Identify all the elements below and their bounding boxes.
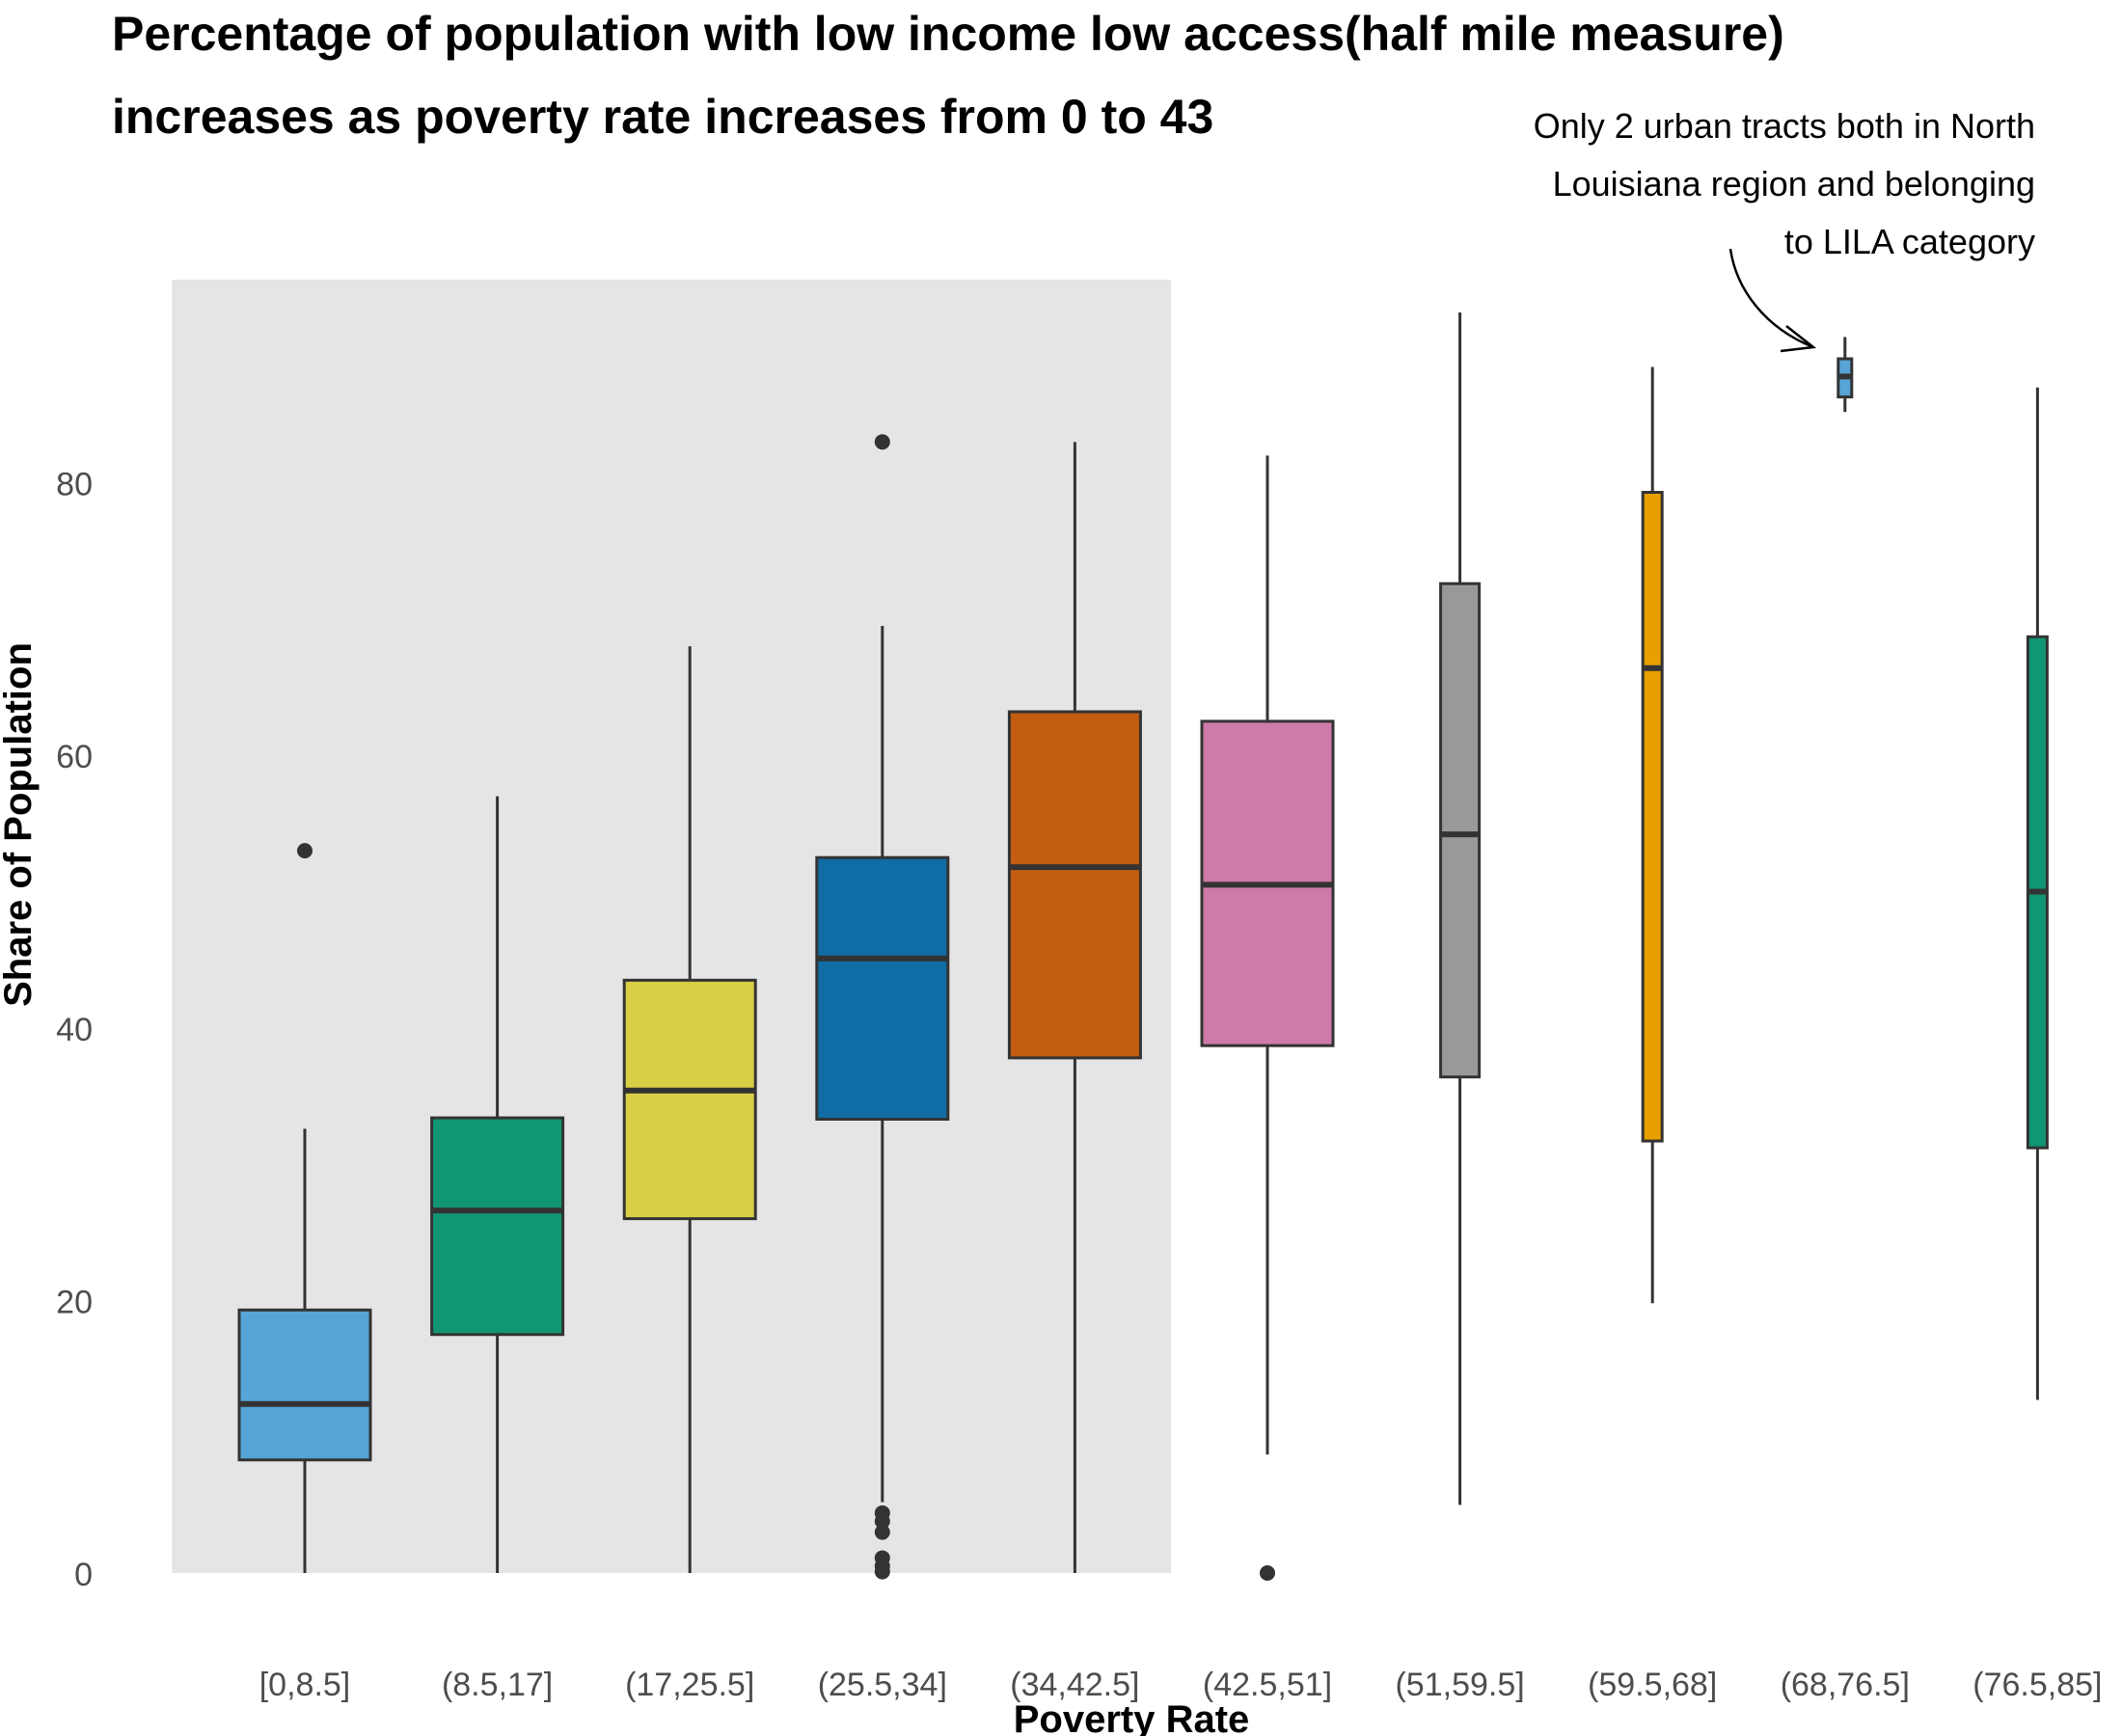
x-tick-label: (51,59.5]	[1395, 1667, 1524, 1703]
box-9	[2026, 387, 2049, 1400]
outlier-point	[874, 1563, 890, 1580]
annotation-arrow	[1728, 248, 1814, 349]
x-tick-label: (68,76.5]	[1781, 1667, 1910, 1703]
y-tick-label: 0	[74, 1557, 93, 1593]
box-1	[430, 796, 565, 1573]
annotation-line-1: Only 2 urban tracts both in North	[1534, 106, 2035, 146]
x-axis-title: Poverty Rate	[1014, 1698, 1250, 1736]
box-7	[1641, 366, 1664, 1304]
y-axis-title: Share of Population	[0, 642, 40, 1007]
box-6	[1439, 312, 1482, 1505]
chart-title-line-1: Percentage of population with low income…	[112, 7, 1784, 61]
box-iqr	[622, 978, 757, 1221]
box-iqr	[237, 1308, 372, 1462]
x-tick-label: (59.5,68]	[1588, 1667, 1717, 1703]
box-iqr	[430, 1116, 565, 1337]
outlier-point	[874, 1524, 890, 1540]
boxes-group	[237, 312, 2049, 1581]
x-tick-label: (25.5,34]	[818, 1667, 947, 1703]
x-tick-label: (42.5,51]	[1203, 1667, 1332, 1703]
chart-title-line-2: increases as poverty rate increases from…	[112, 90, 1213, 144]
outlier-point	[874, 1513, 890, 1530]
y-tick-label: 20	[56, 1284, 93, 1320]
outlier-point	[297, 843, 313, 859]
annotation-line-2: Louisiana region and belonging	[1553, 164, 2035, 203]
box-8	[1836, 337, 1854, 413]
box-iqr	[1439, 582, 1482, 1079]
annotation-line-3: to LILA category	[1784, 222, 2035, 261]
outlier-point	[874, 434, 890, 450]
y-tick-label: 60	[56, 739, 93, 775]
x-tick-label: (8.5,17]	[442, 1667, 553, 1703]
x-tick-label: [0,8.5]	[259, 1667, 351, 1703]
y-tick-label: 80	[56, 467, 93, 503]
box-iqr	[815, 855, 950, 1121]
outlier-point	[1260, 1565, 1275, 1581]
box-5	[1200, 455, 1335, 1581]
box-0	[237, 843, 372, 1573]
box-iqr	[1641, 490, 1664, 1143]
x-tick-label: (34,42.5]	[1010, 1667, 1139, 1703]
x-tick-label: (17,25.5]	[625, 1667, 754, 1703]
y-tick-label: 40	[56, 1012, 93, 1048]
y-axis-ticks: 0 20 40 60 80	[56, 467, 93, 1593]
annotation-arrowhead	[1780, 325, 1817, 353]
x-axis-ticks: [0,8.5] (8.5,17] (17,25.5] (25.5,34] (34,42.…	[259, 1667, 2103, 1703]
box-4	[1007, 442, 1142, 1573]
box-2	[622, 646, 757, 1573]
box-iqr	[1007, 710, 1142, 1060]
box-3	[815, 434, 950, 1580]
x-tick-label: (76.5,85]	[1972, 1667, 2102, 1703]
